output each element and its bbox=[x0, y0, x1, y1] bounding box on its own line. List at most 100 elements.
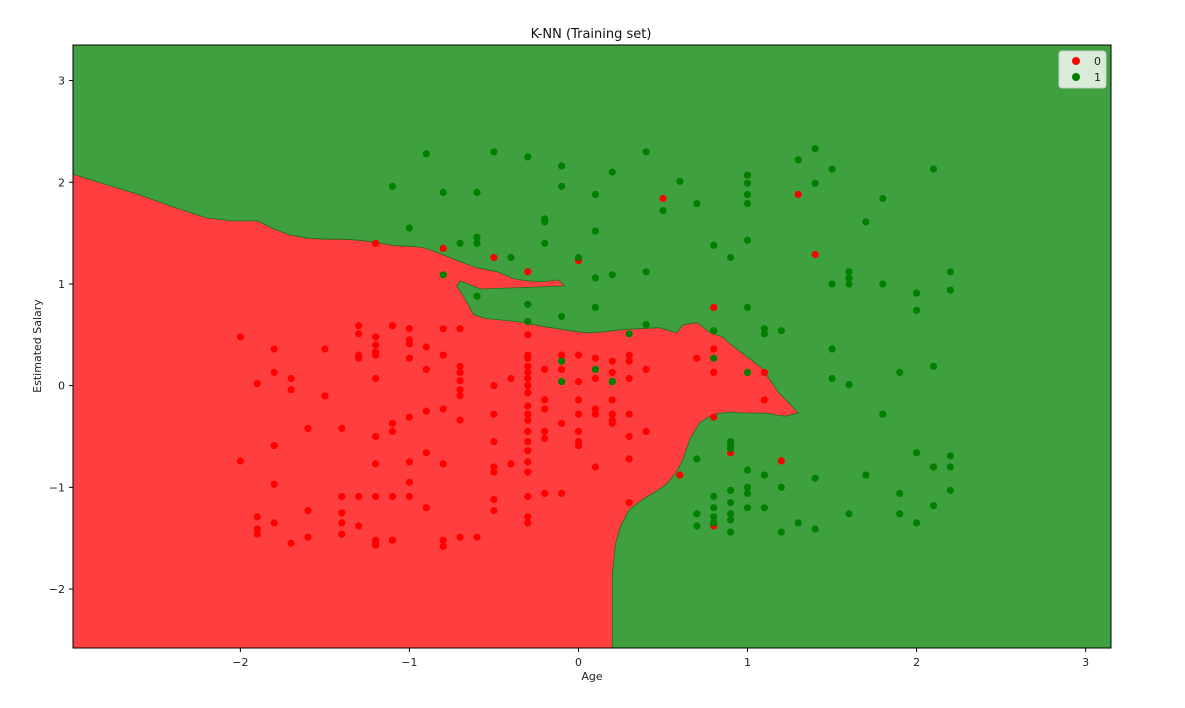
point-class-1-22 bbox=[558, 357, 566, 365]
point-class-1-79 bbox=[811, 179, 819, 187]
point-class-0-120 bbox=[591, 354, 600, 362]
point-class-0-73 bbox=[473, 533, 481, 541]
point-class-0-124 bbox=[591, 463, 600, 471]
point-class-0-26 bbox=[355, 322, 363, 330]
x-tick-label: −1 bbox=[401, 656, 417, 669]
point-class-0-142 bbox=[710, 345, 718, 353]
points-layer bbox=[236, 145, 955, 550]
point-class-1-25 bbox=[591, 227, 600, 235]
point-class-1-32 bbox=[625, 330, 633, 338]
point-class-1-68 bbox=[743, 504, 752, 512]
point-class-1-58 bbox=[743, 171, 752, 179]
point-class-0-99 bbox=[524, 492, 532, 501]
y-tick-label: 0 bbox=[58, 380, 65, 393]
point-class-0-128 bbox=[608, 410, 616, 418]
point-class-1-56 bbox=[693, 510, 701, 518]
point-class-0-54 bbox=[422, 343, 430, 351]
point-class-0-96 bbox=[524, 447, 532, 455]
point-class-0-116 bbox=[574, 410, 583, 418]
point-class-0-68 bbox=[456, 377, 464, 385]
point-class-1-85 bbox=[828, 374, 836, 383]
point-class-0-44 bbox=[388, 492, 397, 501]
point-class-0-135 bbox=[625, 432, 633, 441]
point-class-1-46 bbox=[727, 253, 735, 262]
point-class-1-87 bbox=[845, 274, 853, 282]
point-class-0-104 bbox=[541, 427, 549, 435]
point-class-0-17 bbox=[321, 345, 329, 353]
point-class-0-21 bbox=[338, 509, 346, 517]
point-class-1-11 bbox=[507, 253, 515, 262]
point-class-1-71 bbox=[760, 471, 769, 479]
point-class-0-148 bbox=[760, 396, 769, 404]
point-class-0-139 bbox=[642, 427, 650, 435]
point-class-1-92 bbox=[862, 471, 870, 479]
point-class-1-26 bbox=[591, 274, 600, 282]
point-class-0-55 bbox=[422, 365, 430, 373]
point-class-0-150 bbox=[794, 190, 802, 199]
point-class-0-141 bbox=[693, 354, 701, 362]
point-class-1-42 bbox=[710, 492, 718, 501]
point-class-0-92 bbox=[524, 410, 532, 418]
point-class-0-74 bbox=[490, 382, 498, 390]
point-class-0-35 bbox=[372, 432, 380, 441]
point-class-0-42 bbox=[388, 419, 397, 427]
point-class-0-114 bbox=[574, 378, 583, 386]
point-class-1-21 bbox=[558, 378, 566, 386]
point-class-0-18 bbox=[321, 392, 329, 400]
point-class-0-119 bbox=[574, 442, 583, 450]
y-tick-label: 3 bbox=[58, 75, 65, 88]
point-class-0-25 bbox=[355, 522, 363, 530]
point-class-0-108 bbox=[558, 351, 566, 359]
point-class-0-1 bbox=[253, 380, 261, 388]
point-class-0-40 bbox=[372, 541, 380, 549]
point-class-0-140 bbox=[676, 471, 684, 479]
point-class-1-29 bbox=[608, 168, 616, 176]
point-class-1-13 bbox=[524, 300, 532, 308]
point-class-0-29 bbox=[355, 354, 363, 362]
point-class-0-16 bbox=[304, 424, 312, 432]
point-class-0-145 bbox=[710, 303, 718, 311]
point-class-1-111 bbox=[946, 486, 955, 494]
legend-label-1: 1 bbox=[1094, 71, 1101, 84]
point-class-0-143 bbox=[710, 368, 718, 376]
point-class-0-132 bbox=[625, 357, 633, 365]
point-class-1-30 bbox=[608, 271, 616, 279]
point-class-1-23 bbox=[574, 253, 583, 262]
point-class-1-31 bbox=[608, 378, 616, 386]
point-class-0-98 bbox=[524, 468, 532, 476]
point-class-0-37 bbox=[372, 492, 380, 501]
point-class-1-64 bbox=[743, 368, 752, 376]
point-class-0-113 bbox=[574, 351, 583, 359]
point-class-1-66 bbox=[743, 483, 752, 491]
point-class-1-3 bbox=[439, 188, 447, 196]
point-class-0-3 bbox=[270, 368, 278, 376]
point-class-1-17 bbox=[541, 239, 549, 247]
point-class-1-37 bbox=[676, 177, 684, 185]
point-class-1-86 bbox=[845, 268, 853, 276]
point-class-1-104 bbox=[929, 362, 938, 370]
point-class-1-33 bbox=[642, 148, 650, 156]
point-class-0-52 bbox=[405, 478, 413, 486]
point-class-0-41 bbox=[388, 322, 397, 330]
point-class-1-10 bbox=[490, 148, 498, 156]
point-class-0-130 bbox=[608, 419, 616, 427]
point-class-0-27 bbox=[355, 330, 363, 338]
point-class-0-6 bbox=[270, 442, 278, 450]
point-class-0-75 bbox=[490, 410, 498, 418]
point-class-0-157 bbox=[439, 244, 447, 252]
point-class-0-70 bbox=[456, 392, 464, 400]
point-class-1-49 bbox=[727, 445, 735, 453]
point-class-0-131 bbox=[625, 351, 633, 359]
point-class-0-72 bbox=[456, 533, 464, 541]
point-class-0-7 bbox=[270, 480, 278, 488]
point-class-1-0 bbox=[388, 182, 397, 190]
point-class-1-55 bbox=[693, 455, 701, 463]
point-class-1-65 bbox=[743, 466, 752, 474]
point-class-0-86 bbox=[524, 362, 532, 370]
plot-frame bbox=[72, 44, 1112, 649]
point-class-0-24 bbox=[355, 492, 363, 501]
point-class-1-24 bbox=[591, 190, 600, 199]
point-class-1-70 bbox=[760, 330, 769, 338]
point-class-0-105 bbox=[541, 434, 549, 443]
